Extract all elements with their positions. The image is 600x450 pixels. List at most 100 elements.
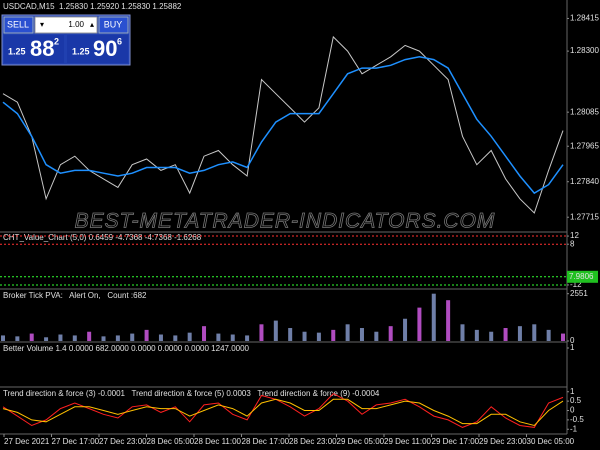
lot-arrow[interactable]: ▾ bbox=[40, 20, 44, 29]
volume-bar bbox=[388, 326, 393, 341]
volume-bar bbox=[446, 300, 451, 341]
ask-prefix: 1.25 bbox=[72, 46, 90, 56]
volume-bar bbox=[489, 331, 494, 341]
time-label: 27 Dec 17:00 bbox=[52, 437, 100, 446]
bid-small: 2 bbox=[54, 36, 59, 46]
volume-bar bbox=[359, 328, 364, 341]
y-tick-label: 1 bbox=[570, 343, 575, 352]
badge-bg bbox=[567, 270, 598, 283]
time-label: 27 Dec 2021 bbox=[4, 437, 50, 446]
volume-bar bbox=[101, 336, 106, 341]
volume-bar bbox=[158, 334, 163, 341]
trend-line bbox=[2, 398, 564, 427]
price-line bbox=[2, 35, 564, 214]
volume-bar bbox=[202, 326, 207, 341]
y-tick-label: -0.5 bbox=[570, 415, 584, 424]
y-tick-label: 1 bbox=[570, 387, 575, 396]
y-tick-label: 1.27840 bbox=[570, 177, 599, 186]
time-label: 29 Dec 17:00 bbox=[432, 437, 480, 446]
volume-bar bbox=[87, 331, 92, 341]
volume-bar bbox=[230, 334, 235, 341]
volume-bar bbox=[58, 334, 63, 341]
ask-box[interactable] bbox=[67, 35, 128, 63]
volume-bar bbox=[273, 320, 278, 341]
time-label: 27 Dec 23:00 bbox=[99, 437, 147, 446]
symbol-line: USDCAD,M15 1.25830 1.25920 1.25830 1.258… bbox=[3, 2, 182, 11]
volume-bar bbox=[302, 331, 307, 341]
volume-bar bbox=[517, 326, 522, 341]
moving-average bbox=[2, 56, 564, 195]
sell-label[interactable]: SELL bbox=[7, 19, 29, 29]
badge: 7.9806 bbox=[569, 272, 594, 281]
buy-button[interactable] bbox=[98, 16, 129, 34]
time-label: 29 Dec 23:00 bbox=[479, 437, 527, 446]
y-tick-label: 1.28300 bbox=[570, 46, 599, 55]
watermark: BEST-METATRADER-INDICATORS.COM bbox=[75, 210, 496, 233]
volume-bar bbox=[331, 329, 336, 341]
volume-bar bbox=[1, 335, 5, 341]
volume-bar bbox=[316, 332, 321, 341]
y-tick-label: 1.28415 bbox=[570, 14, 599, 23]
volume-bar bbox=[345, 324, 350, 341]
time-label: 28 Dec 11:00 bbox=[194, 437, 242, 446]
y-tick-label: 1.27715 bbox=[570, 212, 599, 221]
y-tick-label: 0 bbox=[570, 406, 575, 415]
y-tick-label: 1.28085 bbox=[570, 107, 599, 116]
volume-bar bbox=[15, 336, 20, 341]
volume-bar bbox=[532, 324, 537, 341]
volume-bar bbox=[546, 329, 551, 341]
volume-bar bbox=[288, 328, 293, 341]
volume-bar bbox=[144, 329, 149, 341]
bid-box[interactable] bbox=[4, 35, 64, 63]
y-tick-label: -1 bbox=[570, 424, 578, 433]
volume-bar bbox=[561, 333, 565, 341]
trend-line bbox=[2, 392, 564, 428]
lot-up[interactable]: ▴ bbox=[90, 20, 94, 29]
ask-small: 6 bbox=[117, 36, 122, 46]
volume-bar bbox=[173, 335, 178, 341]
volume-bar bbox=[503, 328, 508, 341]
y-tick-label: 12 bbox=[570, 231, 579, 240]
y-tick-label: 2551 bbox=[570, 289, 588, 298]
volume-bar bbox=[29, 333, 34, 341]
time-label: 28 Dec 05:00 bbox=[147, 437, 195, 446]
volume-bar bbox=[431, 293, 436, 341]
volume-bar bbox=[259, 324, 264, 341]
time-label: 29 Dec 11:00 bbox=[384, 437, 432, 446]
time-label: 28 Dec 23:00 bbox=[289, 437, 337, 446]
volume-bar bbox=[374, 331, 379, 341]
y-tick-label: 0.5 bbox=[570, 396, 582, 405]
trade-panel: SELL ▾ 1.00 ▴ BUY 1.25 88 2 1.25 90 6 bbox=[1, 14, 131, 66]
volume-bar bbox=[474, 329, 479, 341]
buy-label[interactable]: BUY bbox=[104, 19, 123, 29]
sell-button[interactable] bbox=[3, 16, 34, 34]
time-label: 29 Dec 05:00 bbox=[337, 437, 385, 446]
pva-label: Broker Tick PVA: Alert On, Count :682 bbox=[3, 291, 147, 300]
volume-bar bbox=[403, 318, 408, 341]
volume-bar bbox=[216, 333, 221, 341]
bid-prefix: 1.25 bbox=[8, 46, 26, 56]
volume-bar bbox=[130, 333, 135, 341]
time-label: 30 Dec 05:00 bbox=[527, 437, 575, 446]
y-tick-label: 8 bbox=[570, 239, 575, 248]
volume-bar bbox=[417, 307, 422, 341]
time-label: 28 Dec 17:00 bbox=[242, 437, 290, 446]
volume-bar bbox=[460, 324, 465, 341]
y-tick-label: -12 bbox=[570, 280, 582, 289]
lot-input[interactable] bbox=[34, 16, 98, 34]
value-chart-label: CHT_Value_Chart (5,0) 0.6459 -4.7368 -4.… bbox=[3, 233, 202, 242]
y-tick-label: 1.27965 bbox=[570, 141, 599, 150]
bid-big: 88 bbox=[30, 36, 54, 61]
lot-value[interactable]: 1.00 bbox=[68, 20, 84, 29]
volume-bar bbox=[187, 332, 192, 341]
volume-bar bbox=[115, 335, 120, 341]
ask-big: 90 bbox=[93, 36, 117, 61]
volume-bar bbox=[44, 337, 49, 341]
better-volume-label: Better Volume 1.4 0.0000 682.0000 0.0000… bbox=[3, 344, 250, 353]
trend-label: Trend direction & force (3) -0.0001 Tren… bbox=[3, 389, 380, 398]
volume-bar bbox=[245, 335, 250, 341]
y-tick-label: 0 bbox=[570, 336, 575, 345]
volume-bar bbox=[72, 335, 77, 341]
